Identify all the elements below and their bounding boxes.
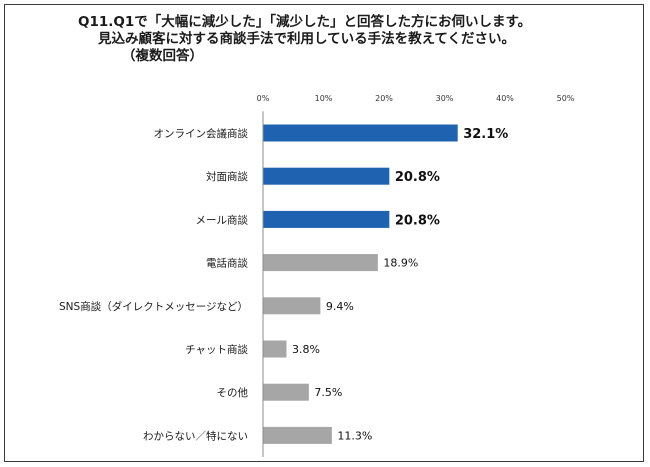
x-axis-ticks: 0% 10% 20% 30% 40% 50%	[257, 94, 575, 103]
value-label: 18.9%	[383, 257, 418, 270]
title-line-1: Q11.Q1で「大幅に減少した」「減少した」と回答した方にお伺いします。	[78, 14, 532, 30]
value-label: 9.4%	[326, 300, 354, 313]
value-label: 20.8%	[395, 170, 440, 185]
category-label: SNS商談（ダイレクトメッセージなど）	[59, 300, 248, 313]
bar	[263, 297, 321, 315]
category-label: わからない／特にない	[143, 430, 248, 442]
x-tick-label: 0%	[257, 94, 270, 103]
category-label: メール商談	[196, 213, 249, 226]
value-label: 32.1%	[463, 127, 508, 142]
x-tick-label: 40%	[496, 94, 514, 103]
title-line-2: 見込み顧客に対する商談手法で利用している手法を教えてください。	[98, 31, 516, 47]
value-label: 3.8%	[292, 343, 320, 356]
bar	[263, 124, 458, 142]
category-label: オンライン会議商談	[154, 127, 249, 140]
bar	[263, 254, 378, 272]
category-label: 電話商談	[206, 257, 248, 270]
x-tick-label: 50%	[557, 94, 575, 103]
category-label: 対面商談	[206, 170, 248, 183]
x-tick-label: 30%	[436, 94, 454, 103]
chart-frame	[4, 4, 644, 462]
bars: オンライン会議商談 32.1% 対面商談 20.8% メール商談 20.8% 電話商談 18.…	[59, 124, 508, 444]
bar	[263, 426, 332, 444]
x-tick-label: 10%	[315, 94, 333, 103]
value-label: 11.3%	[337, 429, 372, 442]
value-label: 7.5%	[314, 386, 342, 399]
category-label: チャット商談	[185, 343, 248, 356]
bar	[263, 210, 390, 228]
bar	[263, 383, 309, 401]
bar	[263, 167, 390, 185]
bar	[263, 340, 287, 358]
category-label: その他	[217, 386, 249, 399]
value-label: 20.8%	[395, 213, 440, 228]
title-line-3: （複数回答）	[122, 48, 203, 64]
chart-title: Q11.Q1で「大幅に減少した」「減少した」と回答した方にお伺いします。 見込み…	[78, 14, 638, 65]
x-tick-label: 20%	[375, 94, 393, 103]
